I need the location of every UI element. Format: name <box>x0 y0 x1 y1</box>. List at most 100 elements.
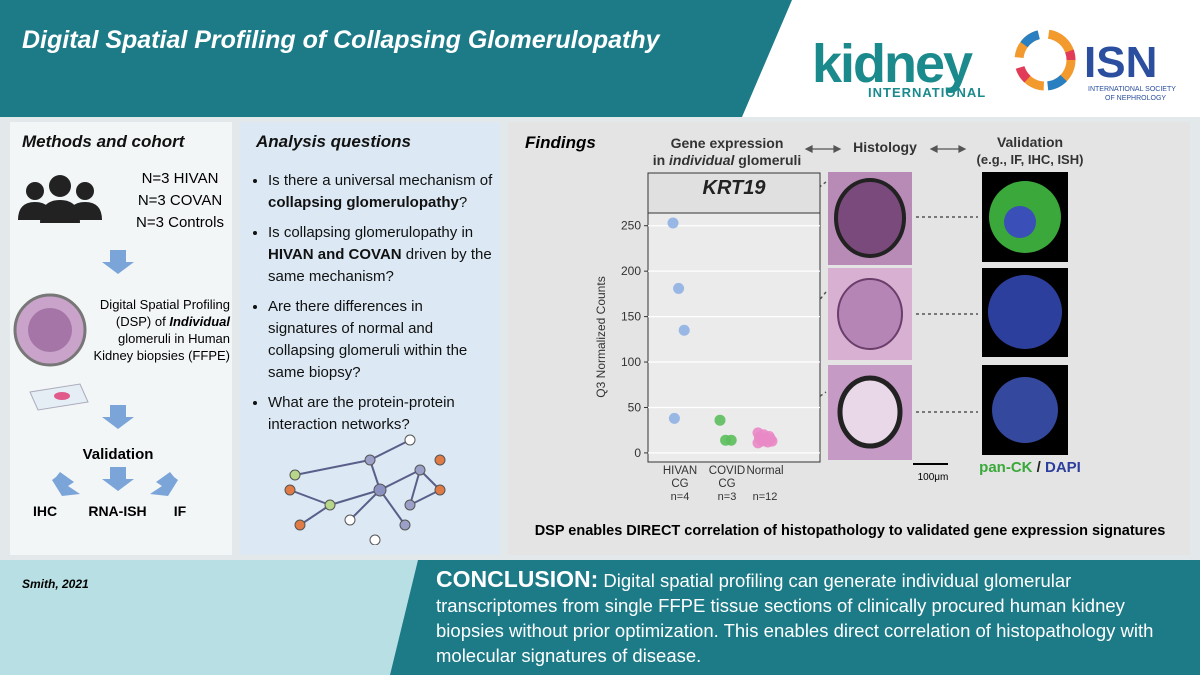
question-text: ? <box>458 194 468 211</box>
plot-panel <box>647 212 821 463</box>
question: Is collapsing glomerulopathy in HIVAN an… <box>268 222 493 288</box>
y-tick-label: 0 <box>634 446 641 460</box>
arrows <box>804 145 967 153</box>
chart-title: KRT19 <box>703 177 767 199</box>
conclusion-label: CONCLUSION: <box>436 566 599 592</box>
validation-header: (e.g., IF, IHC, ISH) <box>977 152 1084 167</box>
text: glomeruli <box>734 152 801 168</box>
questions: Is there a universal mechanism of collap… <box>248 170 493 436</box>
arrow <box>52 472 80 496</box>
title: Digital Spatial Profiling of Collapsing … <box>22 26 661 54</box>
histology-header: Histology <box>853 139 917 155</box>
header-band <box>0 0 792 117</box>
data-point <box>673 282 685 294</box>
data-point <box>668 412 680 424</box>
gene-header: in individual glomeruli <box>653 152 802 168</box>
text: pan-CK <box>979 459 1032 476</box>
question: What are the protein-protein interaction… <box>268 392 493 436</box>
text: in <box>653 152 669 168</box>
findings-statement: DSP enables DIRECT correlation of histop… <box>535 523 1166 539</box>
fluorescence-image <box>988 275 1062 349</box>
network-nodes <box>284 434 446 545</box>
histology-image <box>837 375 903 449</box>
data-point <box>667 217 679 229</box>
stain-label: pan-CK / DAPI <box>979 459 1081 476</box>
validation-header: Validation <box>997 134 1063 150</box>
arrow <box>150 472 178 496</box>
network <box>284 434 446 545</box>
x-tick-label: COVID <box>709 465 745 477</box>
arrow <box>102 467 134 491</box>
y-tick-label: 150 <box>621 310 641 324</box>
findings-panel: Findings Gene expression in individual g… <box>508 122 1190 555</box>
methods-title: Methods and cohort <box>22 132 185 151</box>
isn-logo-sub: INTERNATIONAL SOCIETY <box>1088 86 1176 93</box>
n-label: n=3 <box>718 491 737 503</box>
technique: IHC <box>32 503 58 519</box>
text: individual <box>669 152 735 168</box>
arrow <box>102 405 134 429</box>
n-label: n=12 <box>753 491 778 503</box>
y-axis-label: Q3 Normalized Counts <box>594 276 608 397</box>
histology-image <box>834 178 906 258</box>
analysis-title: Analysis questions <box>256 132 411 151</box>
cohort-item: N=3 HIVAN <box>141 170 219 187</box>
footer: Smith, 2021 <box>0 560 1200 675</box>
x-tick-label: Normal <box>746 465 783 477</box>
questions-box: Is there a universal mechanism of collap… <box>248 170 493 444</box>
text: glomeruli in Human Kidney biopsies (FFPE… <box>93 331 230 363</box>
y-tick-label: 50 <box>628 400 642 414</box>
cohort-item: N=3 Controls <box>136 214 224 231</box>
fluorescence-image <box>992 377 1058 443</box>
histology-image <box>837 278 903 350</box>
x-tick-label: CG <box>671 478 688 490</box>
dsp-text: Digital Spatial Profiling (DSP) of Indiv… <box>90 296 230 364</box>
histology-images <box>828 172 912 460</box>
y-tick-label: 250 <box>621 219 641 233</box>
question-text: HIVAN and COVAN <box>268 246 402 263</box>
data-point <box>752 437 764 449</box>
x-tick-label: HIVAN <box>663 465 697 477</box>
text: DAPI <box>1045 459 1081 476</box>
conclusion: CONCLUSION: Digital spatial profiling ca… <box>436 567 1188 668</box>
citation: Smith, 2021 <box>22 577 89 591</box>
validation-label: Validation <box>82 446 154 463</box>
y-tick-label: 100 <box>621 355 641 369</box>
x-tick-label: CG <box>718 478 735 490</box>
methods-graphics <box>13 175 178 496</box>
cohort-item: N=3 COVAN <box>137 192 223 209</box>
data-point <box>714 414 726 426</box>
gene-header: Gene expression <box>671 135 784 151</box>
question-text: What are the protein-protein interaction… <box>268 394 455 433</box>
fluorescence-image <box>1004 206 1036 238</box>
question: Is there a universal mechanism of collap… <box>268 170 493 214</box>
text: / <box>1032 459 1045 476</box>
n-label: n=4 <box>671 491 690 503</box>
network-edges <box>289 439 441 526</box>
tissue <box>54 392 70 400</box>
question-text: Is collapsing glomerulopathy in <box>268 224 474 241</box>
y-tick-label: 200 <box>621 264 641 278</box>
data-point <box>725 434 737 446</box>
text: Digital Spatial Profiling (DSP) of <box>99 297 230 329</box>
question-text: collapsing glomerulopathy <box>268 194 459 211</box>
arrow <box>102 250 134 274</box>
technique: RNA-ISH <box>88 503 147 519</box>
findings-title: Findings <box>525 133 596 152</box>
text: Individual <box>169 314 230 329</box>
kidney-logo: kidney <box>812 34 973 94</box>
conclusion-box <box>390 560 1200 675</box>
isn-ring <box>1014 29 1076 91</box>
question-text: driven by the same mechanism? <box>268 246 492 285</box>
cohort: N=3 HIVAN N=3 COVAN N=3 Controls <box>130 168 230 234</box>
chart-title-box <box>647 172 821 214</box>
scale-label: 100μm <box>918 472 949 483</box>
technique: IF <box>173 503 187 519</box>
fluorescence-images <box>982 172 1068 455</box>
people-icon <box>18 175 102 223</box>
isn-logo: ISN <box>1084 38 1157 87</box>
data-point <box>678 324 690 336</box>
header: Digital Spatial Profiling of Collapsing … <box>0 0 1200 117</box>
data-point <box>762 436 774 448</box>
kidney-logo-sub: INTERNATIONAL <box>868 85 986 100</box>
